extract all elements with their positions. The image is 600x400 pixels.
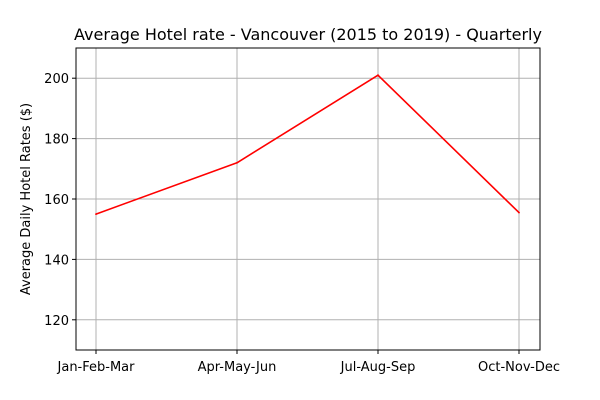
x-tick-label-1: Apr-May-Jun	[198, 360, 277, 375]
x-tick-label-2: Jul-Aug-Sep	[340, 360, 416, 375]
y-tick-label-4: 200	[44, 72, 69, 87]
series-point-0-0	[95, 213, 97, 216]
y-axis: 120 140 160 180 200	[44, 72, 76, 329]
y-tick-label-2: 160	[44, 193, 69, 208]
series-point-0-3	[518, 211, 520, 214]
grid	[76, 48, 540, 350]
chart-title: Average Hotel rate - Vancouver (2015 to …	[74, 25, 542, 44]
series-point-0-1	[236, 161, 238, 164]
y-axis-label: Average Daily Hotel Rates ($)	[19, 103, 34, 295]
x-tick-label-0: Jan-Feb-Mar	[57, 360, 136, 375]
x-axis: Jan-Feb-Mar Apr-May-Jun Jul-Aug-Sep Oct-Nov…	[57, 350, 560, 375]
series-layer	[95, 74, 520, 216]
y-tick-label-3: 180	[44, 133, 69, 148]
series-line-0	[95, 74, 520, 215]
series-point-0-2	[377, 74, 379, 77]
x-tick-label-3: Oct-Nov-Dec	[478, 360, 560, 375]
y-tick-label-1: 140	[44, 253, 69, 268]
y-tick-label-0: 120	[44, 314, 69, 329]
